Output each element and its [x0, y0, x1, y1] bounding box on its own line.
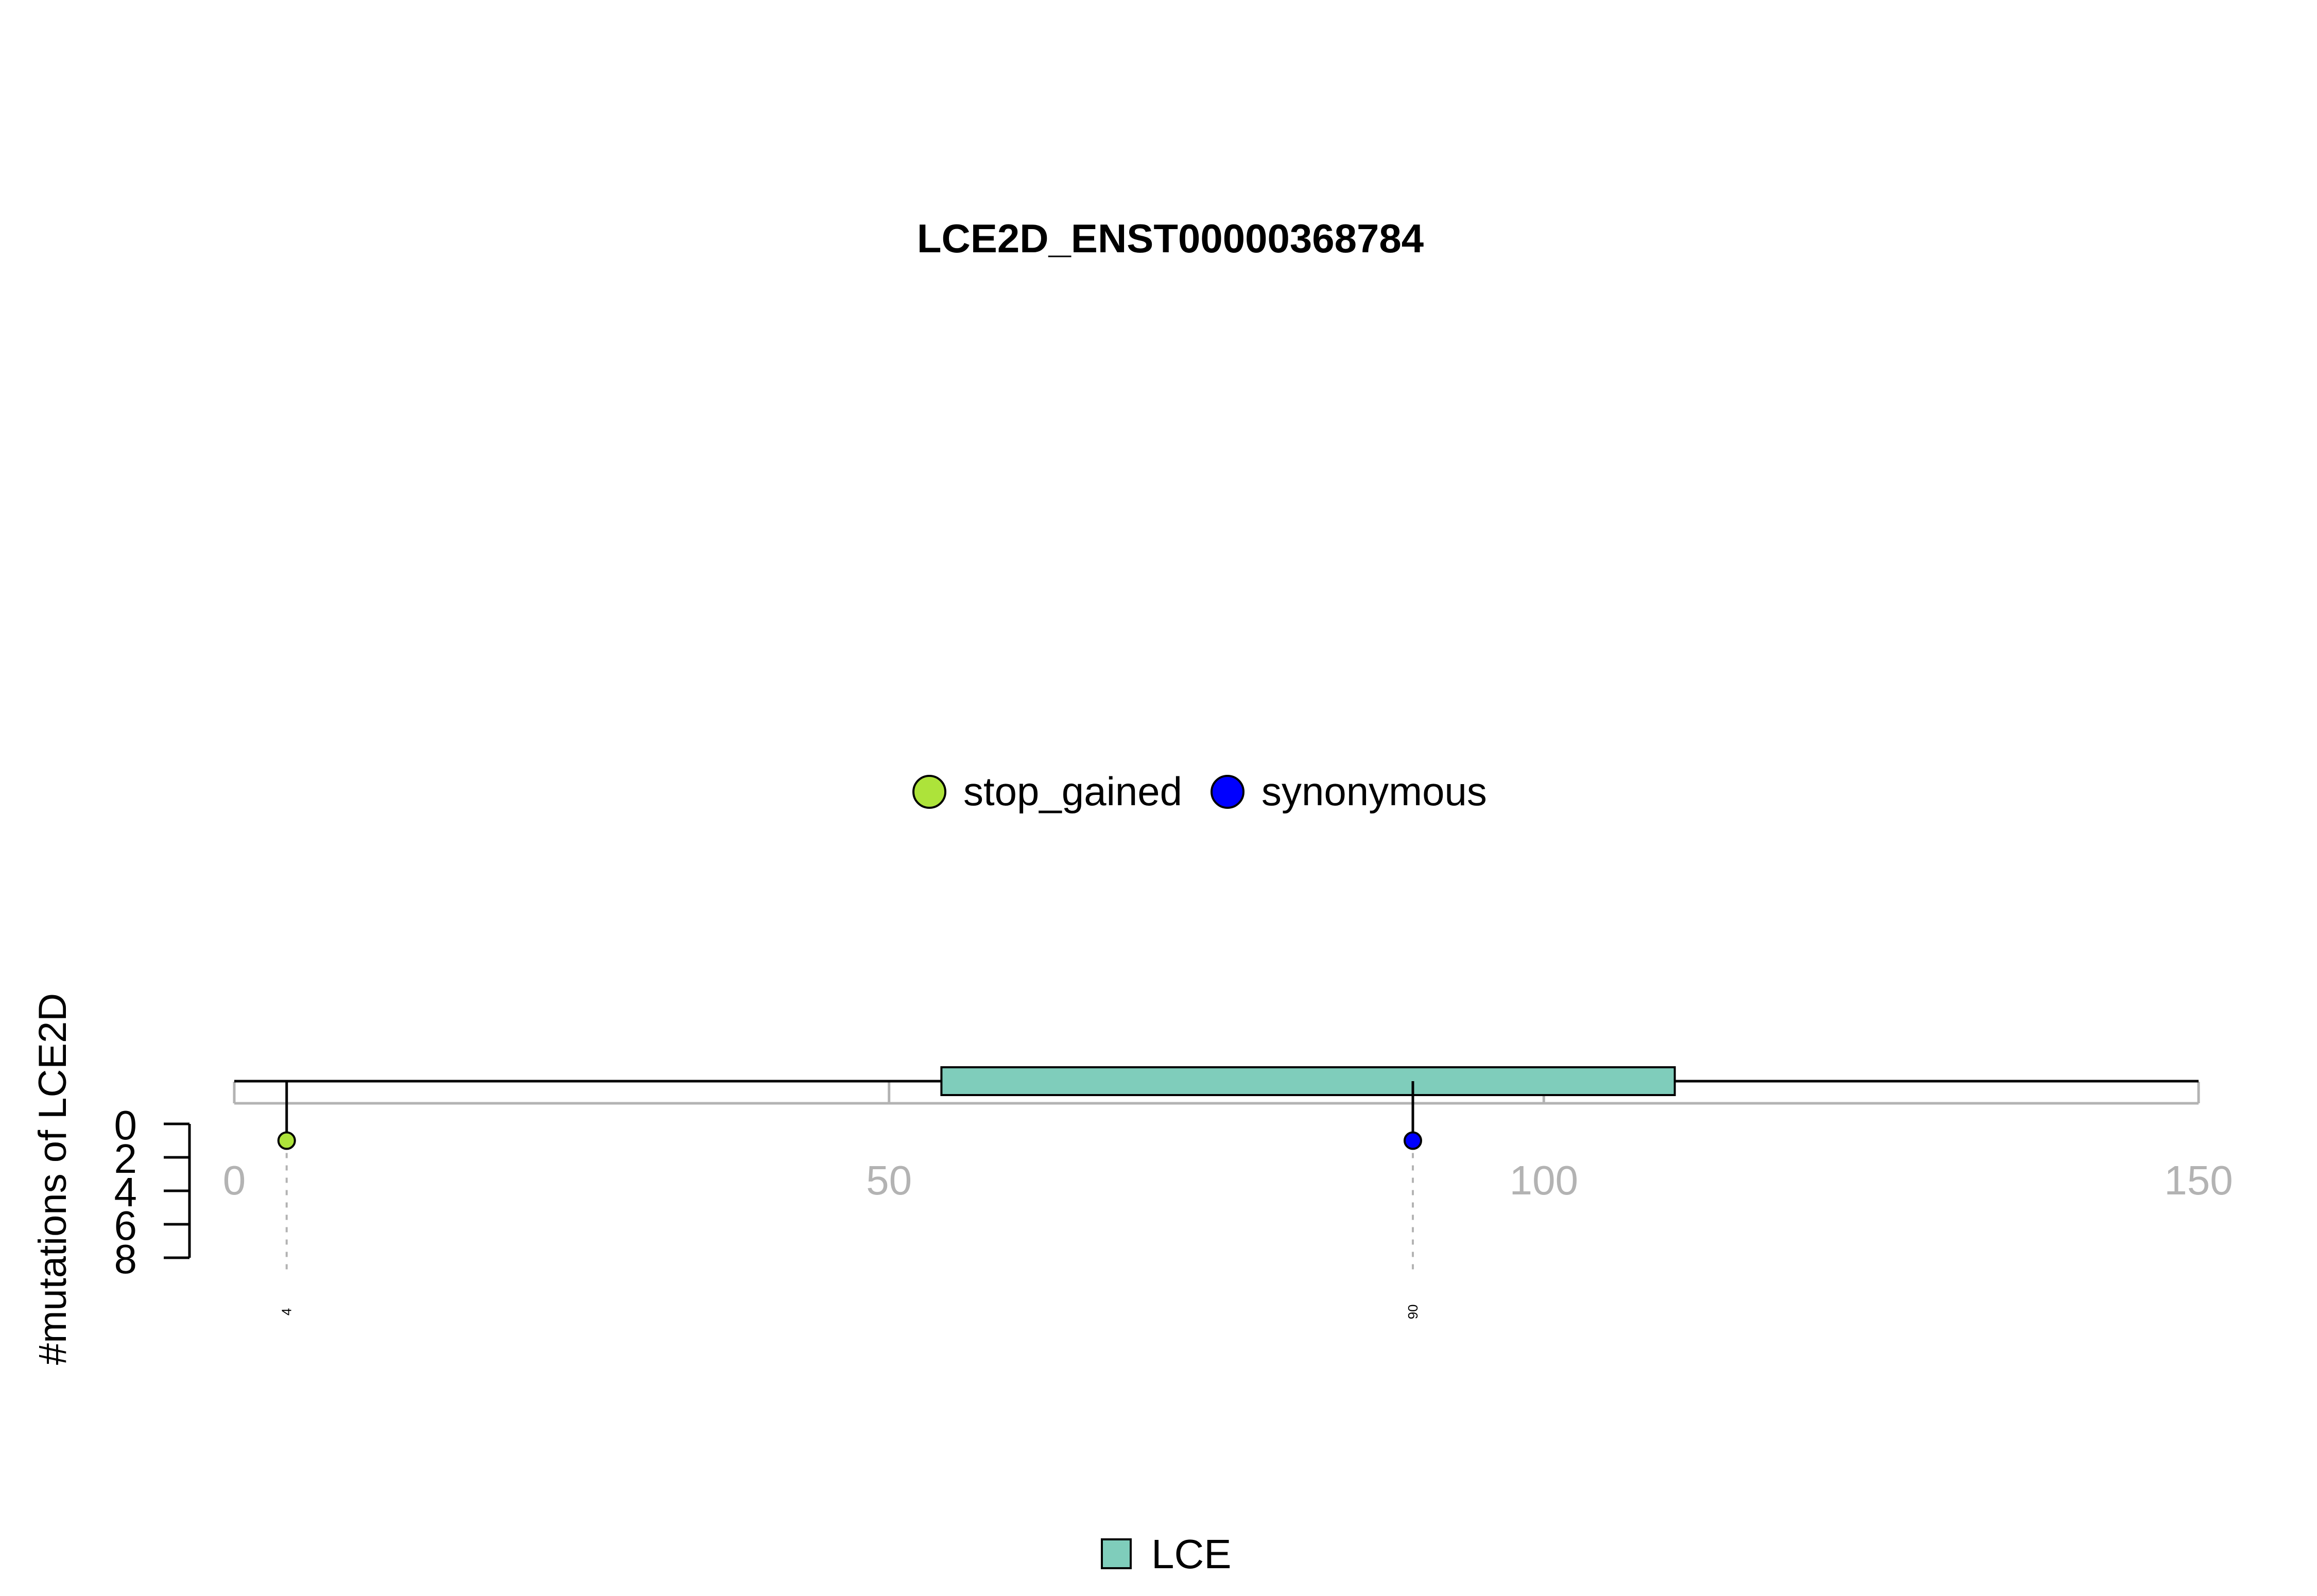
legend-marker-synonymous [1211, 775, 1245, 809]
x-tick-label-50: 50 [866, 1157, 912, 1203]
x-tick-label-150: 150 [2164, 1157, 2233, 1203]
legend-label-synonymous: synonymous [1261, 769, 1487, 814]
domain-legend-label-LCE: LCE [1151, 1531, 1232, 1577]
legend-label-stop_gained: stop_gained [963, 769, 1182, 814]
y-tick-label-8: 8 [114, 1236, 137, 1282]
x-axis: 0 50 100 150 [223, 1082, 2233, 1203]
domain-LCE [940, 1066, 1676, 1096]
y-axis-label: #mutations of LCE2D [31, 993, 75, 1365]
x-tick-label-100: 100 [1510, 1157, 1578, 1203]
y-tick-label-0: 0 [114, 1102, 137, 1148]
x-tick-label-0: 0 [223, 1157, 246, 1203]
mutation-legend: stop_gained synonymous [912, 769, 1487, 814]
domain-legend-swatch-LCE [1101, 1538, 1132, 1569]
mutation-layer: 4 90 [277, 1081, 1422, 1320]
mutation-label-90: 90 [1405, 1305, 1421, 1320]
mutation-point-4 [277, 1131, 296, 1150]
y-tick-label-4: 4 [114, 1169, 137, 1215]
y-tick-label-2: 2 [114, 1136, 137, 1182]
domain-layer [940, 1066, 1676, 1096]
mutation-point-90 [1404, 1131, 1422, 1150]
chart-title: LCE2D_ENST00000368784 [917, 216, 1424, 261]
legend-marker-stop_gained [912, 775, 946, 809]
mutation-label-4: 4 [279, 1308, 295, 1315]
y-tick-label-6: 6 [114, 1203, 137, 1248]
domain-legend: LCE [1101, 1531, 1232, 1577]
